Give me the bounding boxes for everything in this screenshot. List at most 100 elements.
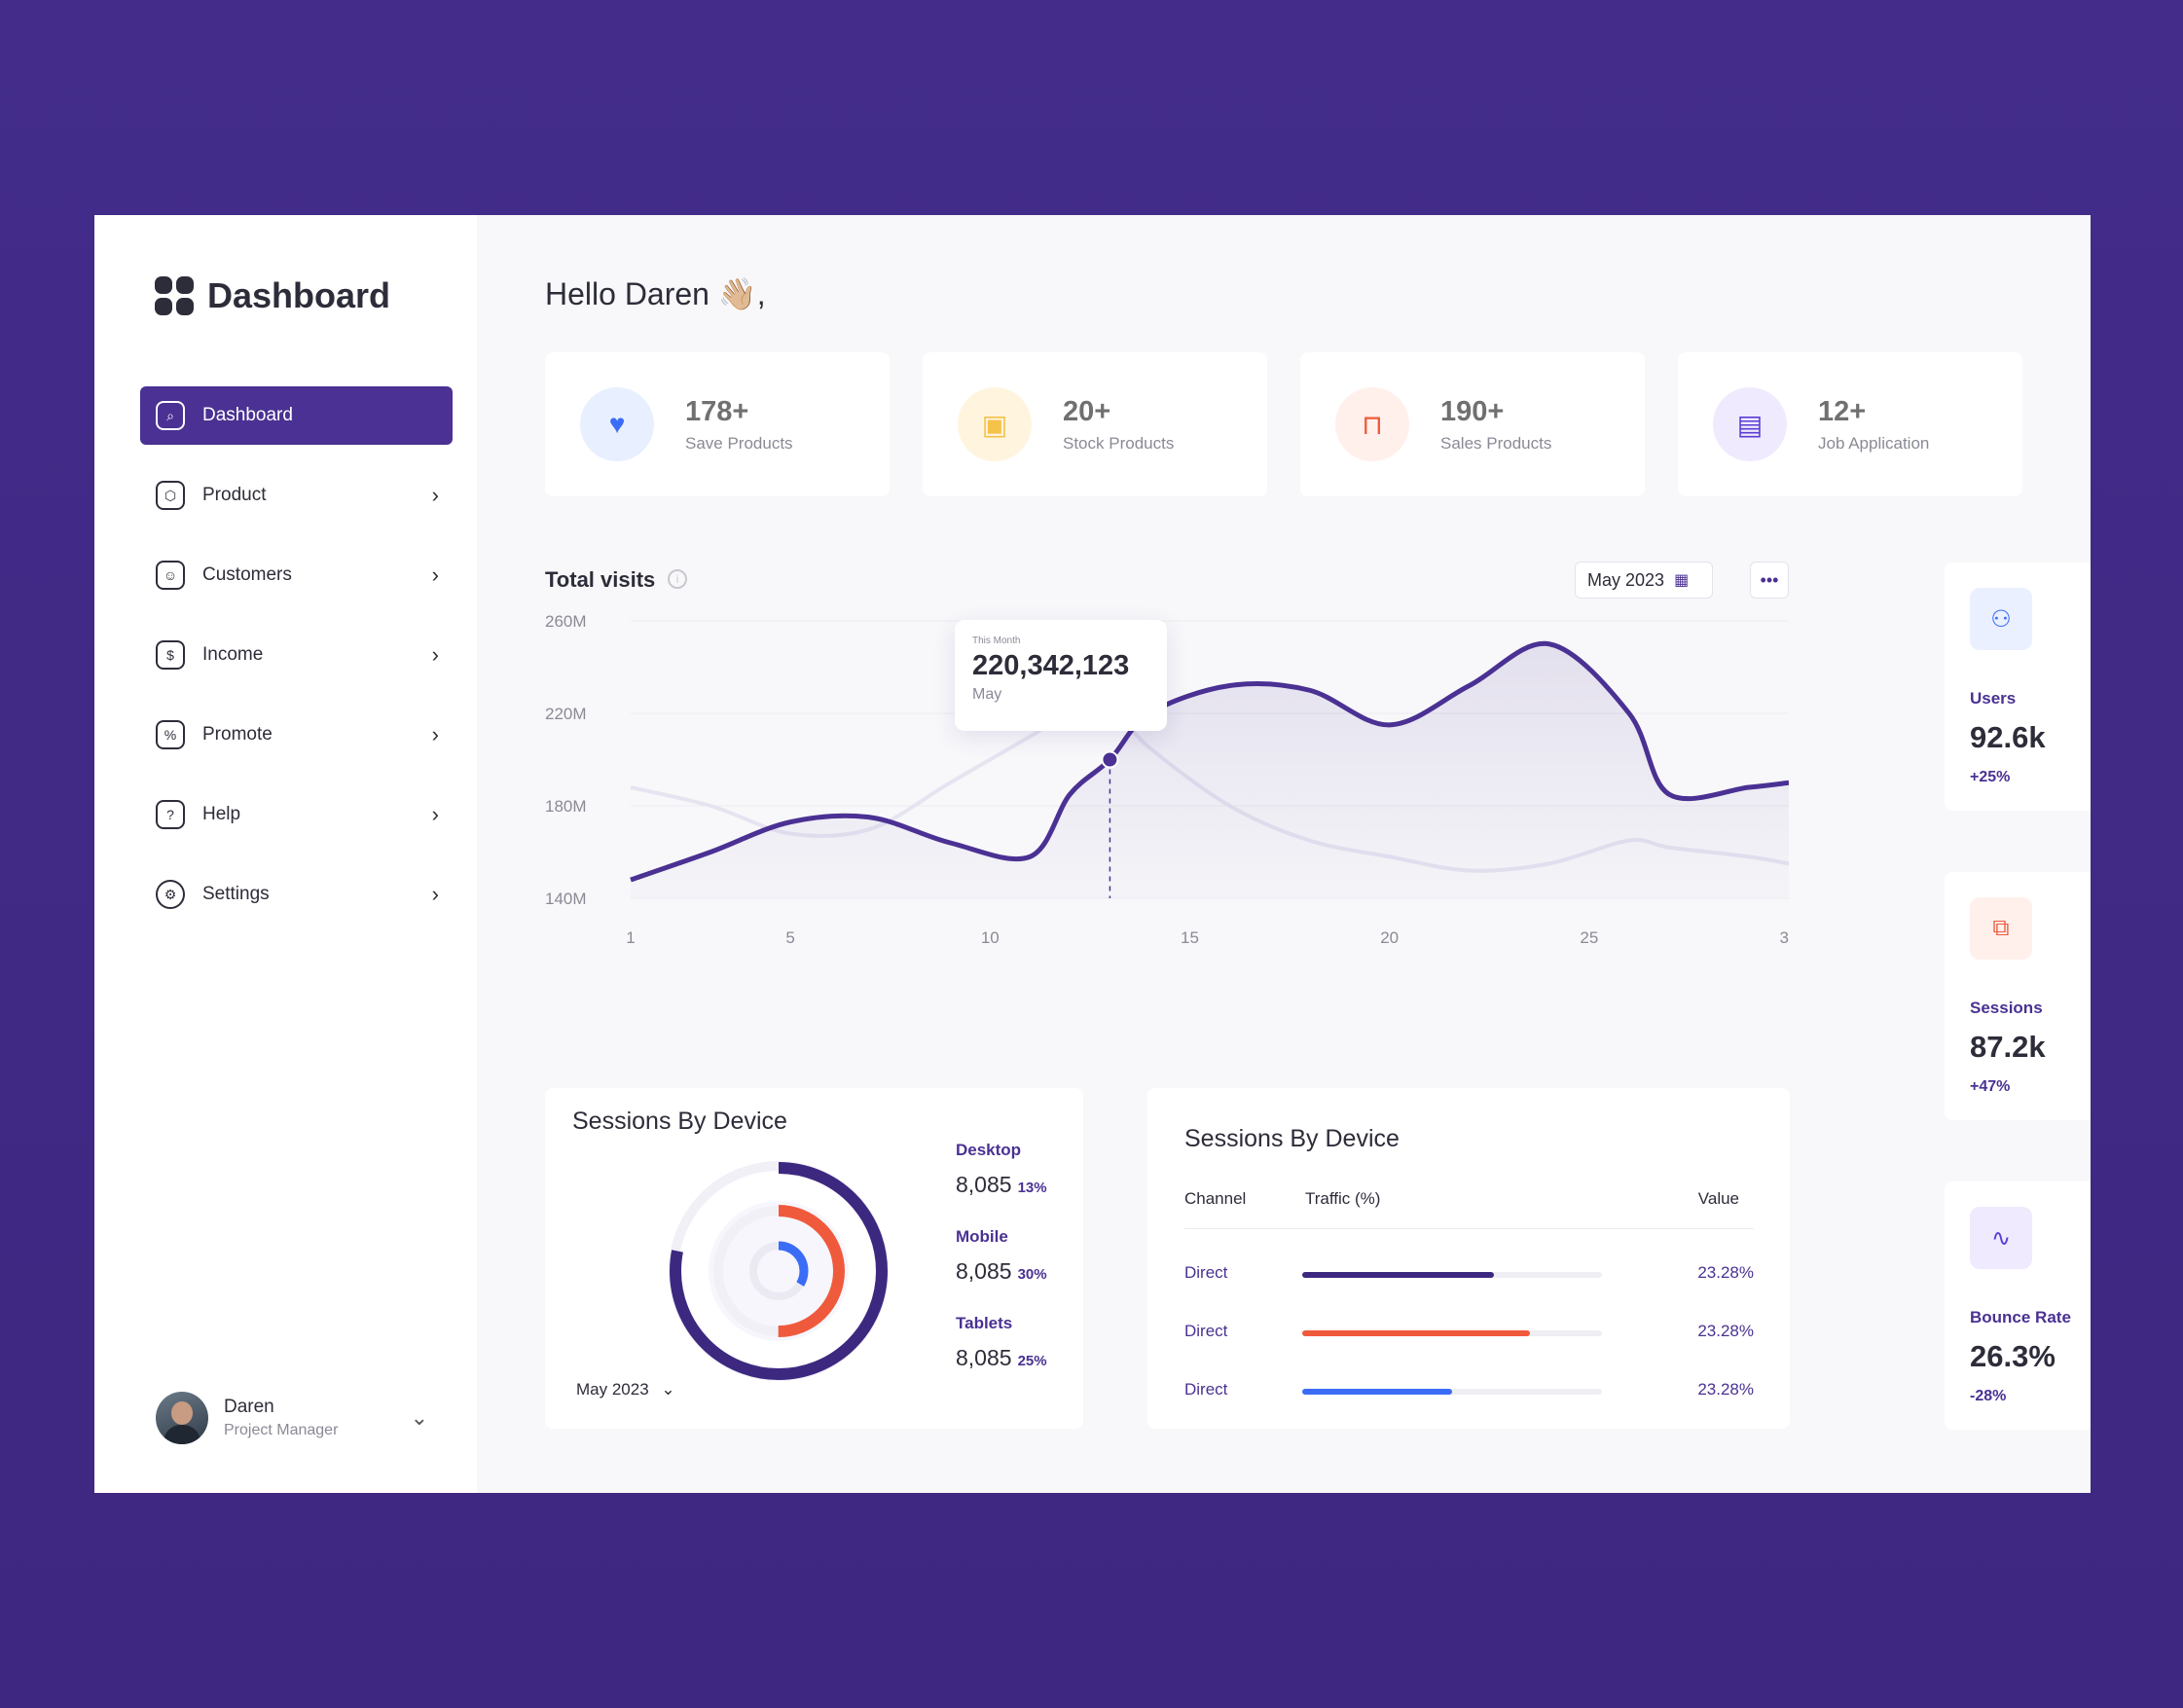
sidebar-item-income[interactable]: $ Income › (140, 626, 453, 684)
search-square-icon: ⌕ (156, 401, 185, 430)
kpi-card-sessions[interactable]: ⧉ Sessions 87.2k +47% (1945, 872, 2091, 1120)
table-row[interactable]: Direct 23.28% (1184, 1318, 1754, 1347)
kpi-label: Sessions (1970, 999, 2043, 1017)
date-picker-label: May 2023 (1587, 569, 1665, 590)
info-icon[interactable]: i (668, 569, 687, 589)
kpi-card-bounce-rate[interactable]: ∿ Bounce Rate 26.3% -28% (1945, 1181, 2091, 1430)
donut-date-label: May 2023 (576, 1380, 649, 1399)
users-icon: ⚇ (1970, 588, 2032, 650)
chevron-right-icon: › (431, 483, 439, 507)
chevron-right-icon: › (431, 882, 439, 906)
stat-value: 20+ (1063, 395, 1111, 427)
activity-icon: ∿ (1970, 1207, 2032, 1269)
legend-pct: 25% (1017, 1353, 1047, 1369)
traffic-bar-track (1302, 1389, 1602, 1395)
traffic-bar-track (1302, 1330, 1602, 1336)
stat-cards: ♥ 178+ Save Products ▣ 20+ Stock Product… (545, 352, 2022, 496)
user-square-icon: ☺ (156, 561, 185, 590)
kpi-delta: -28% (1970, 1388, 2007, 1404)
chevron-down-icon[interactable]: ⌄ (410, 1405, 428, 1430)
kpi-label: Bounce Rate (1970, 1308, 2071, 1326)
stat-card-sales-products[interactable]: ⊓ 190+ Sales Products (1300, 352, 1645, 496)
profile-text: Daren Project Manager (224, 1397, 338, 1439)
profile-role: Project Manager (224, 1422, 339, 1438)
donut-arc-mobile (712, 1205, 845, 1337)
gear-icon: ⚙ (156, 880, 185, 909)
card-title: Sessions By Device (1184, 1125, 1400, 1152)
y-tick-label: 140M (545, 890, 587, 908)
table-row[interactable]: Direct 23.28% (1184, 1376, 1754, 1405)
chevron-right-icon: › (431, 642, 439, 667)
legend-item-desktop: Desktop 8,085 13% (956, 1141, 1047, 1198)
brand: Dashboard (155, 275, 390, 316)
y-tick-label: 180M (545, 797, 587, 816)
avatar (156, 1392, 208, 1444)
traffic-bar-track (1302, 1272, 1602, 1278)
tooltip-period: May (972, 686, 1002, 703)
page-title: Hello Daren 👋🏼, (545, 276, 766, 311)
donut-date-dropdown[interactable]: May 2023 ⌄ (576, 1380, 675, 1399)
stat-card-stock-products[interactable]: ▣ 20+ Stock Products (923, 352, 1267, 496)
calendar-icon: ▦ (1674, 572, 1690, 589)
sidebar-item-product[interactable]: ⬡ Product › (140, 466, 453, 525)
dashboard-window: Dashboard ⌕ Dashboard ⬡ Product › ☺ Cust… (94, 215, 2091, 1493)
legend-value: 8,085 30% (956, 1258, 1047, 1285)
chart-title: Total visits (545, 567, 656, 592)
sidebar-item-label: Dashboard (202, 405, 293, 425)
tooltip-caption: This Month (972, 636, 1021, 646)
sidebar-item-label: Promote (202, 724, 273, 745)
highlight-point (1103, 752, 1117, 767)
column-header-value: Value (1697, 1189, 1739, 1208)
sidebar-item-label: Settings (202, 884, 270, 904)
chart-tooltip: This Month 220,342,123 May (955, 620, 1167, 731)
sidebar-item-dashboard[interactable]: ⌕ Dashboard (140, 386, 453, 445)
box-icon: ⬡ (156, 481, 185, 510)
traffic-bar-fill (1302, 1330, 1531, 1336)
kpi-card-users[interactable]: ⚇ Users 92.6k +25% (1945, 563, 2091, 811)
donut-arc-tablets (748, 1241, 809, 1301)
legend-name: Tablets (956, 1314, 1013, 1332)
sidebar-item-label: Product (202, 485, 267, 505)
row-channel: Direct (1184, 1380, 1228, 1399)
table-row[interactable]: Direct 23.28% (1184, 1259, 1754, 1289)
sidebar-item-promote[interactable]: % Promote › (140, 706, 453, 764)
sidebar-item-settings[interactable]: ⚙ Settings › (140, 865, 453, 924)
x-tick-label: 25 (1580, 928, 1598, 947)
y-tick-label: 220M (545, 705, 587, 723)
chevron-right-icon: › (431, 722, 439, 746)
legend-count: 8,085 (956, 1172, 1012, 1197)
stat-card-job-application[interactable]: ▤ 12+ Job Application (1678, 352, 2022, 496)
legend-count: 8,085 (956, 1345, 1012, 1370)
chevron-right-icon: › (431, 563, 439, 587)
sessions-by-device-table-card: Sessions By Device Channel Traffic (%) V… (1147, 1088, 1790, 1429)
series-line-primary (630, 640, 1789, 883)
x-tick-label: 30 (1780, 928, 1789, 947)
kpi-delta: +47% (1970, 1078, 2011, 1095)
date-picker[interactable]: May 2023 ▦ (1575, 562, 1713, 599)
sidebar: Dashboard ⌕ Dashboard ⬡ Product › ☺ Cust… (94, 215, 477, 1493)
stat-card-save-products[interactable]: ♥ 178+ Save Products (545, 352, 890, 496)
column-header-channel: Channel (1184, 1189, 1247, 1208)
heart-icon: ♥ (580, 387, 654, 461)
series-area-primary (631, 643, 1789, 898)
legend-item-tablets: Tablets 8,085 25% (956, 1314, 1047, 1371)
wallet-icon: ▣ (958, 387, 1032, 461)
discount-icon: % (156, 720, 185, 749)
profile-name: Daren (224, 1397, 274, 1417)
stat-label: Save Products (685, 433, 793, 453)
tooltip-value: 220,342,123 (972, 650, 1130, 681)
legend-item-mobile: Mobile 8,085 30% (956, 1227, 1047, 1285)
profile-menu[interactable]: Daren Project Manager ⌄ (156, 1392, 428, 1444)
sidebar-item-help[interactable]: ? Help › (140, 785, 453, 844)
brand-grid-icon (155, 276, 194, 315)
legend-pct: 30% (1017, 1266, 1047, 1283)
kpi-value: 26.3% (1970, 1339, 2056, 1373)
stat-value: 12+ (1818, 395, 1867, 427)
stat-label: Job Application (1818, 433, 1930, 453)
sidebar-item-customers[interactable]: ☺ Customers › (140, 546, 453, 604)
stat-value: 190+ (1440, 395, 1505, 427)
more-options-button[interactable]: ••• (1750, 562, 1789, 599)
row-value: 23.28% (1697, 1263, 1754, 1282)
sidebar-item-label: Help (202, 804, 241, 824)
document-clock-icon: ⧉ (1970, 897, 2032, 960)
